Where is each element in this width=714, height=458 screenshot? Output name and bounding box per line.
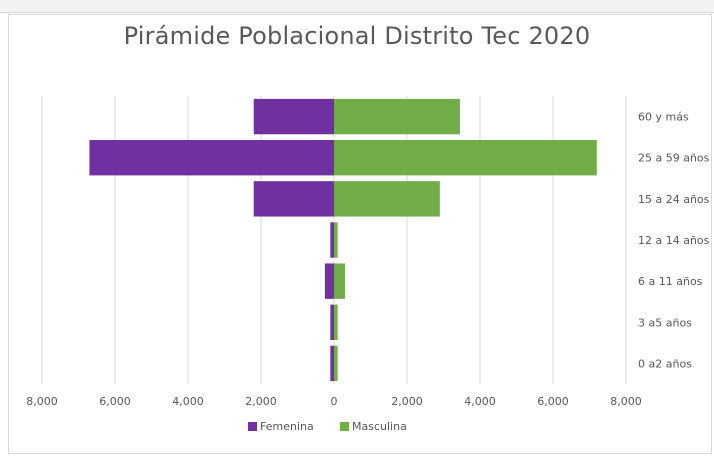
chart-title: Pirámide Poblacional Distrito Tec 2020 <box>123 22 591 50</box>
x-tick-label: 6,000 <box>99 395 131 408</box>
category-label: 25 a 59 años <box>638 152 710 165</box>
category-label: 15 a 24 años <box>638 193 710 206</box>
bar-femenina <box>253 181 334 217</box>
chart-frame <box>8 14 712 454</box>
bar-masculina <box>334 98 460 135</box>
bar-femenina <box>89 140 334 176</box>
legend-label: Masculina <box>352 420 407 433</box>
legend-label: Femenina <box>260 420 314 433</box>
category-label: 60 y más <box>638 111 689 124</box>
category-label: 6 a 11 años <box>638 275 703 288</box>
top-strip <box>0 0 714 13</box>
bar-masculina <box>334 181 440 217</box>
x-tick-label: 4,000 <box>172 395 204 408</box>
bar-femenina <box>324 263 334 299</box>
x-tick-label: 8,000 <box>26 395 58 408</box>
legend-swatch <box>340 422 349 431</box>
legend-swatch <box>248 422 257 431</box>
x-tick-label: 8,000 <box>610 395 642 408</box>
x-tick-label: 6,000 <box>537 395 569 408</box>
bar-femenina <box>253 98 334 135</box>
x-tick-label: 4,000 <box>464 395 496 408</box>
bar-masculina <box>334 140 597 176</box>
bar-masculina <box>334 222 338 258</box>
category-label: 0 a2 años <box>638 357 692 370</box>
x-tick-label: 2,000 <box>245 395 277 408</box>
x-tick-label: 0 <box>331 395 338 408</box>
bar-masculina <box>334 263 345 299</box>
bar-femenina <box>330 304 334 340</box>
category-label: 3 a5 años <box>638 316 692 329</box>
bar-masculina <box>334 345 338 382</box>
bar-femenina <box>330 222 334 258</box>
bar-masculina <box>334 304 338 340</box>
category-label: 12 a 14 años <box>638 234 710 247</box>
x-tick-label: 2,000 <box>391 395 423 408</box>
bar-femenina <box>330 345 334 382</box>
